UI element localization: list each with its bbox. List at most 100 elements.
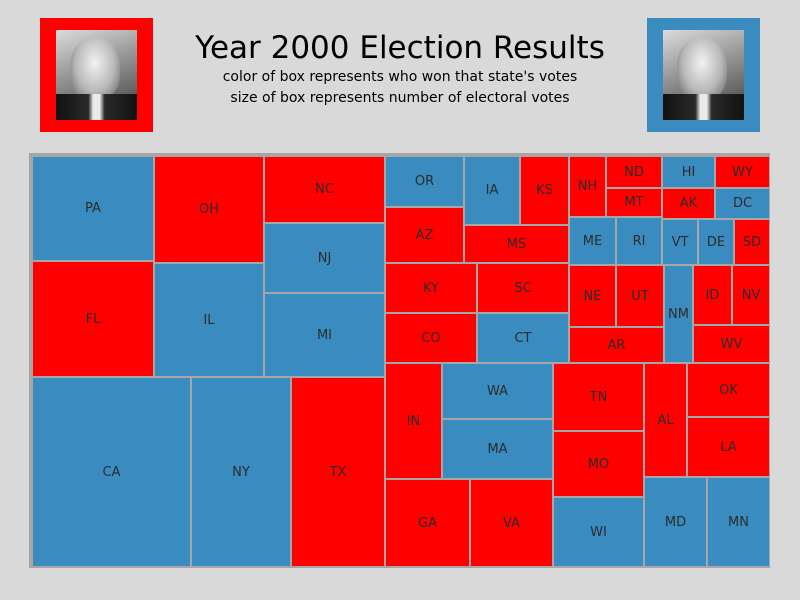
chart-subtitle-color: color of box represents who won that sta… (222, 69, 578, 85)
candidate-photo (56, 30, 137, 120)
state-label: ND (624, 164, 644, 180)
state-label: MO (587, 456, 610, 472)
state-box-nm: NM (665, 266, 692, 362)
state-label: WY (732, 164, 753, 180)
state-box-fl: FL (33, 262, 153, 376)
state-box-ct: CT (478, 314, 568, 362)
state-label: IL (203, 312, 215, 328)
state-label: AL (657, 412, 674, 428)
state-label: WV (720, 336, 743, 352)
state-label: NH (577, 179, 598, 194)
face-shape (70, 38, 120, 100)
chart-subtitle-size: size of box represents number of elector… (230, 90, 570, 106)
state-box-al: AL (645, 364, 686, 476)
state-box-ks: KS (521, 157, 568, 224)
suit-shape (663, 94, 744, 120)
state-box-sd: SD (735, 220, 769, 264)
state-label: IN (406, 413, 421, 429)
state-label: WA (486, 383, 509, 399)
state-label: ME (582, 233, 603, 249)
state-label: WI (590, 524, 607, 540)
state-box-ca: CA (33, 378, 190, 566)
state-box-ky: KY (386, 264, 476, 312)
state-label: AK (679, 196, 698, 211)
state-label: FL (85, 311, 101, 327)
state-label: NY (232, 464, 250, 480)
state-box-wy: WY (716, 157, 769, 187)
state-label: CA (102, 464, 121, 480)
state-label: SC (514, 280, 532, 296)
state-box-ri: RI (617, 218, 661, 264)
state-label: AR (607, 337, 626, 353)
state-box-ma: MA (443, 420, 552, 478)
state-label: NM (668, 306, 689, 322)
face-shape (677, 38, 727, 100)
state-box-ia: IA (465, 157, 519, 224)
state-box-mo: MO (554, 432, 643, 496)
state-label: MN (728, 514, 749, 530)
state-box-nj: NJ (265, 224, 384, 292)
state-label: TN (589, 389, 608, 405)
state-label: SD (742, 234, 762, 250)
state-label: NC (315, 182, 334, 197)
state-label: VA (503, 515, 520, 531)
electoral-treemap: PA OH NC NJ MI FL IL CA NY TX OR IA KS AZ MS KY SC CO CT IN… (29, 153, 770, 568)
state-label: OR (414, 174, 435, 189)
state-label: CT (514, 330, 532, 346)
state-box-ga: GA (386, 480, 469, 566)
state-box-pa: PA (33, 157, 153, 260)
state-box-ar: AR (570, 328, 663, 362)
state-label: DC (732, 196, 753, 211)
state-box-va: VA (471, 480, 552, 566)
state-box-co: CO (386, 314, 476, 362)
state-label: NJ (317, 250, 332, 266)
state-box-wv: WV (694, 326, 769, 362)
state-label: OK (719, 382, 738, 398)
state-box-nh: NH (570, 157, 605, 216)
state-box-md: MD (645, 478, 706, 566)
state-box-nd: ND (607, 157, 661, 187)
chart-title: Year 2000 Election Results (195, 30, 605, 66)
state-label: NV (741, 287, 761, 303)
state-box-dc: DC (716, 189, 769, 218)
state-box-wi: WI (554, 498, 643, 566)
state-box-ms: MS (465, 226, 568, 262)
state-box-az: AZ (386, 208, 463, 262)
state-box-ut: UT (617, 266, 663, 326)
state-box-sc: SC (478, 264, 568, 312)
state-label: MS (506, 236, 527, 252)
state-label: ID (705, 287, 720, 303)
state-label: AZ (415, 227, 434, 243)
state-box-mn: MN (708, 478, 769, 566)
state-box-oh: OH (155, 157, 263, 262)
state-box-mi: MI (265, 294, 384, 376)
state-box-in: IN (386, 364, 441, 478)
state-label: OH (198, 202, 219, 217)
state-label: GA (418, 515, 437, 531)
state-label: DE (706, 234, 726, 250)
state-box-nc: NC (265, 157, 384, 222)
state-label: KY (422, 280, 439, 296)
state-label: VT (671, 234, 689, 250)
state-box-id: ID (694, 266, 731, 324)
state-label: LA (720, 439, 737, 455)
state-label: MI (316, 327, 333, 343)
candidate-photo (663, 30, 744, 120)
state-box-wa: WA (443, 364, 552, 418)
state-box-ne: NE (570, 266, 615, 326)
state-label: MD (664, 514, 687, 530)
state-label: UT (631, 288, 649, 304)
republican-candidate-portrait (40, 18, 153, 132)
state-box-ny: NY (192, 378, 290, 566)
state-label: KS (536, 183, 553, 198)
state-box-me: ME (570, 218, 615, 264)
state-box-ok: OK (688, 364, 769, 416)
state-box-tn: TN (554, 364, 643, 430)
state-box-mt: MT (607, 189, 661, 216)
state-box-il: IL (155, 264, 263, 376)
suit-shape (56, 94, 137, 120)
state-label: TX (329, 464, 347, 480)
state-box-la: LA (688, 418, 769, 476)
state-label: CO (421, 330, 441, 346)
state-box-hi: HI (663, 157, 714, 187)
